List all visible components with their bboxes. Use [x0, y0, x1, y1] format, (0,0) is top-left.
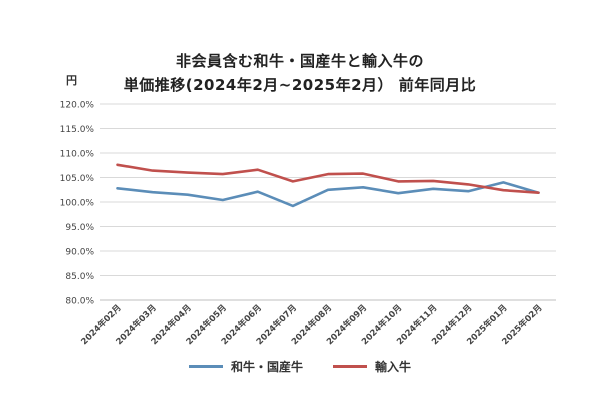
- y-tick-label: 90.0%: [65, 248, 94, 258]
- legend-item-series-2: 輸入牛: [333, 358, 411, 375]
- y-tick-label: 100.0%: [60, 199, 95, 209]
- series-line-1: [116, 181, 540, 208]
- y-tick-label: 85.0%: [65, 272, 94, 282]
- legend-label-series-2: 輸入牛: [375, 360, 412, 374]
- legend-label-series-1: 和牛・国産牛: [230, 360, 303, 374]
- legend-swatch-series-1: [188, 365, 223, 368]
- legend-swatch-series-2: [333, 365, 367, 368]
- legend-item-series-1: 和牛・国産牛: [188, 358, 303, 375]
- y-tick-label: 110.0%: [60, 150, 95, 160]
- chart-title-line-1: 非会員含む和牛・国産牛と輸入牛の: [175, 52, 424, 70]
- y-tick-label: 120.0%: [60, 101, 95, 111]
- legend: 和牛・国産牛 輸入牛: [0, 358, 600, 375]
- y-tick-label: 80.0%: [65, 297, 94, 307]
- y-tick-label: 95.0%: [65, 223, 94, 233]
- y-tick-label: 115.0%: [60, 125, 95, 135]
- y-axis-unit-label: 円: [66, 74, 77, 87]
- y-tick-label: 105.0%: [60, 174, 95, 184]
- chart-title-line-2: 単価推移(2024年2月~2025年2月） 前年同月比: [123, 76, 477, 94]
